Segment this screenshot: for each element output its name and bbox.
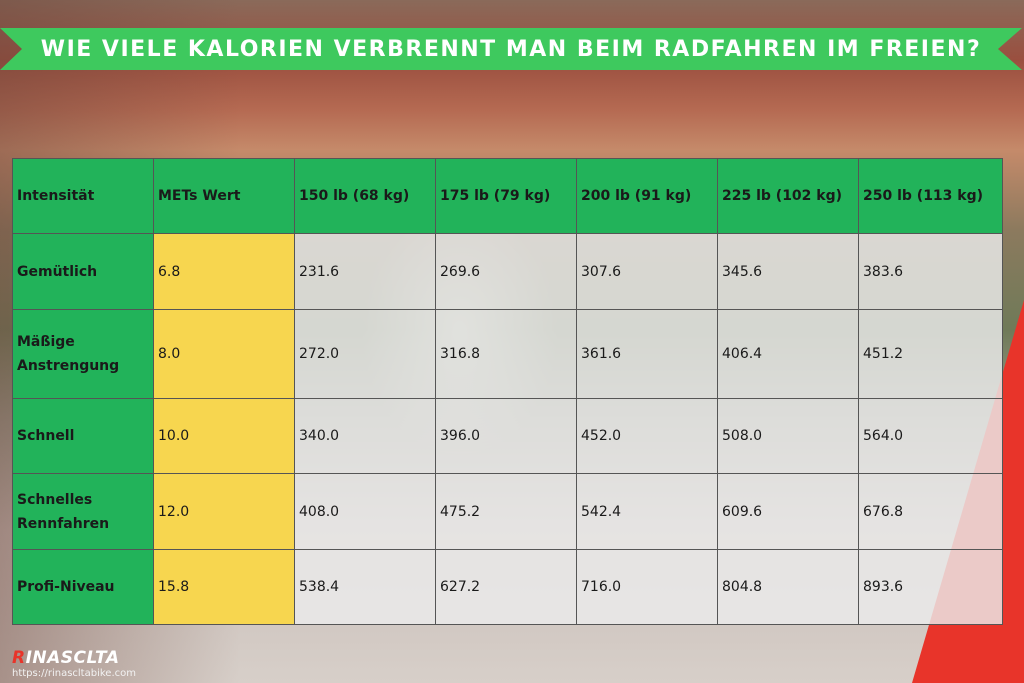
header-175lb: 175 lb (79 kg) xyxy=(435,158,577,234)
table-cell: 307.6 xyxy=(576,233,718,310)
table-cell: 542.4 xyxy=(576,473,718,550)
table-cell: 406.4 xyxy=(717,309,859,399)
table-cell: 627.2 xyxy=(435,549,577,625)
met-value: 6.8 xyxy=(153,233,295,310)
brand-logo: RINASCLTA xyxy=(12,648,119,668)
table-cell: 508.0 xyxy=(717,398,859,474)
met-value: 15.8 xyxy=(153,549,295,625)
row-label: Schnell xyxy=(12,398,154,474)
row-label: Profi-Niveau xyxy=(12,549,154,625)
table-cell: 383.6 xyxy=(858,233,1003,310)
row-label: Schnelles Rennfahren xyxy=(12,473,154,550)
table-cell: 269.6 xyxy=(435,233,577,310)
table-cell: 345.6 xyxy=(717,233,859,310)
logo-rest: INASCLTA xyxy=(25,648,120,668)
site-url: https://rinascltabike.com xyxy=(12,668,136,679)
table-cell: 361.6 xyxy=(576,309,718,399)
table-header-row: Intensität METs Wert 150 lb (68 kg) 175 … xyxy=(12,158,1003,234)
met-value: 12.0 xyxy=(153,473,295,550)
title-banner xyxy=(0,28,1022,70)
row-label: Mäßige Anstrengung xyxy=(12,309,154,399)
logo-initial: R xyxy=(12,648,26,668)
table-cell: 272.0 xyxy=(294,309,436,399)
table-cell: 609.6 xyxy=(717,473,859,550)
table-cell: 452.0 xyxy=(576,398,718,474)
table-cell: 408.0 xyxy=(294,473,436,550)
table-row: Mäßige Anstrengung 8.0 272.0 316.8 361.6… xyxy=(12,309,1003,399)
calorie-table: Intensität METs Wert 150 lb (68 kg) 175 … xyxy=(12,158,1003,625)
table-cell: 538.4 xyxy=(294,549,436,625)
header-225lb: 225 lb (102 kg) xyxy=(717,158,859,234)
table-cell: 893.6 xyxy=(858,549,1003,625)
table-cell: 316.8 xyxy=(435,309,577,399)
table-row: Schnell 10.0 340.0 396.0 452.0 508.0 564… xyxy=(12,398,1003,474)
row-label: Gemütlich xyxy=(12,233,154,310)
table-cell: 340.0 xyxy=(294,398,436,474)
met-value: 10.0 xyxy=(153,398,295,474)
table-cell: 451.2 xyxy=(858,309,1003,399)
page-title: WIE VIELE KALORIEN VERBRENNT MAN BEIM RA… xyxy=(40,36,982,62)
table-cell: 564.0 xyxy=(858,398,1003,474)
table-cell: 396.0 xyxy=(435,398,577,474)
table-cell: 231.6 xyxy=(294,233,436,310)
header-250lb: 250 lb (113 kg) xyxy=(858,158,1003,234)
table-cell: 804.8 xyxy=(717,549,859,625)
table-row: Gemütlich 6.8 231.6 269.6 307.6 345.6 38… xyxy=(12,233,1003,310)
header-150lb: 150 lb (68 kg) xyxy=(294,158,436,234)
table-row: Schnelles Rennfahren 12.0 408.0 475.2 54… xyxy=(12,473,1003,550)
met-value: 8.0 xyxy=(153,309,295,399)
header-200lb: 200 lb (91 kg) xyxy=(576,158,718,234)
table-row: Profi-Niveau 15.8 538.4 627.2 716.0 804.… xyxy=(12,549,1003,625)
table-cell: 716.0 xyxy=(576,549,718,625)
table-cell: 475.2 xyxy=(435,473,577,550)
header-intensity: Intensität xyxy=(12,158,154,234)
header-mets: METs Wert xyxy=(153,158,295,234)
table-cell: 676.8 xyxy=(858,473,1003,550)
